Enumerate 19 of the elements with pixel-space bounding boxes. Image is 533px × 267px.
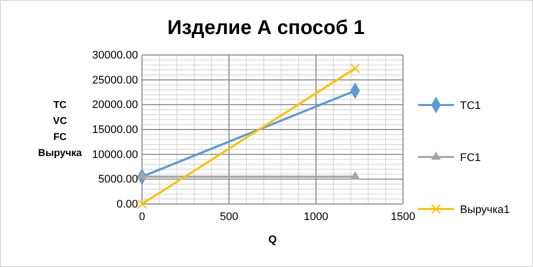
legend-label: FC1 [460,152,481,164]
point [350,64,360,74]
chart-title: Изделие А способ 1 [167,17,365,39]
legend-label: TC1 [460,100,481,112]
y-tick-label: 25000.00 [92,74,138,86]
x-tick-label: 1000 [304,210,328,223]
y-tick-label: 15000.00 [92,124,138,136]
x-tick-label: 500 [220,210,238,223]
y-tick-label: 5000.00 [98,174,138,186]
y-tick-label: 0.00 [116,198,138,211]
point [137,199,147,209]
y-axis-title: TC VC FC Выручка [38,100,82,159]
y-tick-label: 10000.00 [92,148,138,161]
x-tick-label: 1500 [390,210,416,223]
x-tick-label: 0 [138,210,146,223]
y-tick-label: 30000.00 [92,50,138,62]
y-tick-label: 20000.00 [92,99,138,112]
legend-label: Выручка1 [460,204,510,216]
x-axis-title: Q [268,234,278,246]
